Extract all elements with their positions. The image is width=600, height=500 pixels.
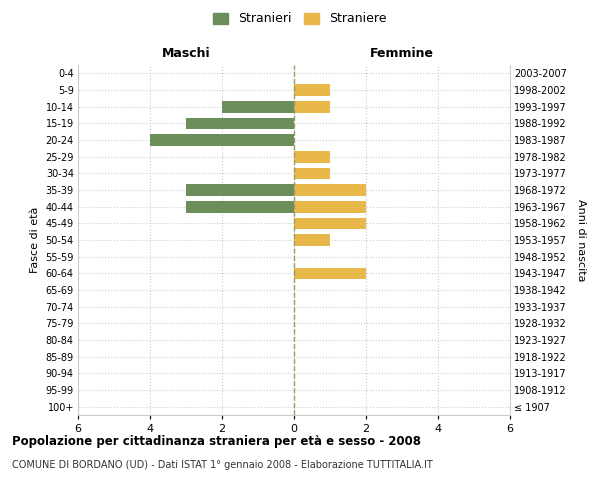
Legend: Stranieri, Straniere: Stranieri, Straniere [209, 8, 391, 29]
Bar [294, 168, 330, 179]
Bar [294, 268, 366, 279]
Bar [294, 201, 366, 212]
Bar [294, 218, 366, 229]
Bar [186, 201, 294, 212]
Y-axis label: Anni di nascita: Anni di nascita [577, 198, 586, 281]
Text: COMUNE DI BORDANO (UD) - Dati ISTAT 1° gennaio 2008 - Elaborazione TUTTITALIA.IT: COMUNE DI BORDANO (UD) - Dati ISTAT 1° g… [12, 460, 433, 470]
Bar [222, 101, 294, 112]
Bar [294, 84, 330, 96]
Bar [186, 184, 294, 196]
Text: Femmine: Femmine [370, 47, 434, 60]
Bar [294, 101, 330, 112]
Bar [186, 118, 294, 129]
Text: Maschi: Maschi [161, 47, 211, 60]
Bar [294, 184, 366, 196]
Bar [294, 234, 330, 246]
Bar [294, 151, 330, 162]
Bar [150, 134, 294, 146]
Y-axis label: Fasce di età: Fasce di età [30, 207, 40, 273]
Text: Popolazione per cittadinanza straniera per età e sesso - 2008: Popolazione per cittadinanza straniera p… [12, 435, 421, 448]
